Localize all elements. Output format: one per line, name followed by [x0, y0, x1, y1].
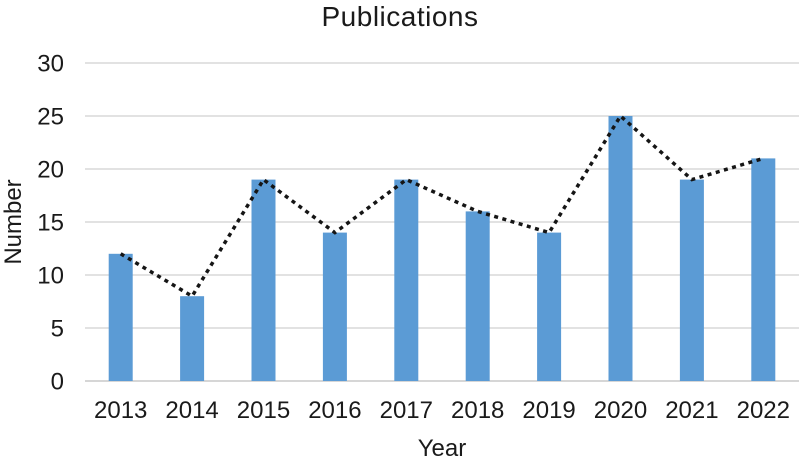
- y-tick-label-30: 30: [37, 51, 64, 78]
- x-tick-label-2014: 2014: [165, 397, 218, 424]
- y-tick-label-15: 15: [37, 210, 64, 237]
- y-tick-label-20: 20: [37, 157, 64, 184]
- x-tick-label-2017: 2017: [380, 397, 433, 424]
- bar-2014: [180, 296, 205, 381]
- y-tick-label-0: 0: [51, 369, 64, 396]
- bar-2020: [608, 116, 633, 381]
- y-tick-label-25: 25: [37, 104, 64, 131]
- bar-2021: [679, 179, 704, 381]
- x-tick-label-2020: 2020: [594, 397, 647, 424]
- bar-2018: [465, 211, 490, 381]
- y-tick-label-5: 5: [51, 316, 64, 343]
- bar-2016: [322, 232, 347, 381]
- bar-2013: [108, 253, 133, 381]
- x-tick-label-2013: 2013: [94, 397, 147, 424]
- x-tick-label-2022: 2022: [737, 397, 790, 424]
- bar-2017: [394, 179, 419, 381]
- bar-2022: [751, 158, 776, 381]
- bar-2019: [537, 232, 562, 381]
- x-tick-label-2021: 2021: [665, 397, 718, 424]
- x-tick-label-2019: 2019: [522, 397, 575, 424]
- x-axis-label: Year: [417, 435, 467, 462]
- chart-title: Publications: [321, 1, 479, 32]
- x-tick-label-2015: 2015: [237, 397, 290, 424]
- y-tick-label-10: 10: [37, 263, 64, 290]
- x-tick-label-2016: 2016: [308, 397, 361, 424]
- trend-dotted-line: [119, 113, 764, 299]
- x-tick-label-2018: 2018: [451, 397, 504, 424]
- bar-2015: [251, 179, 276, 381]
